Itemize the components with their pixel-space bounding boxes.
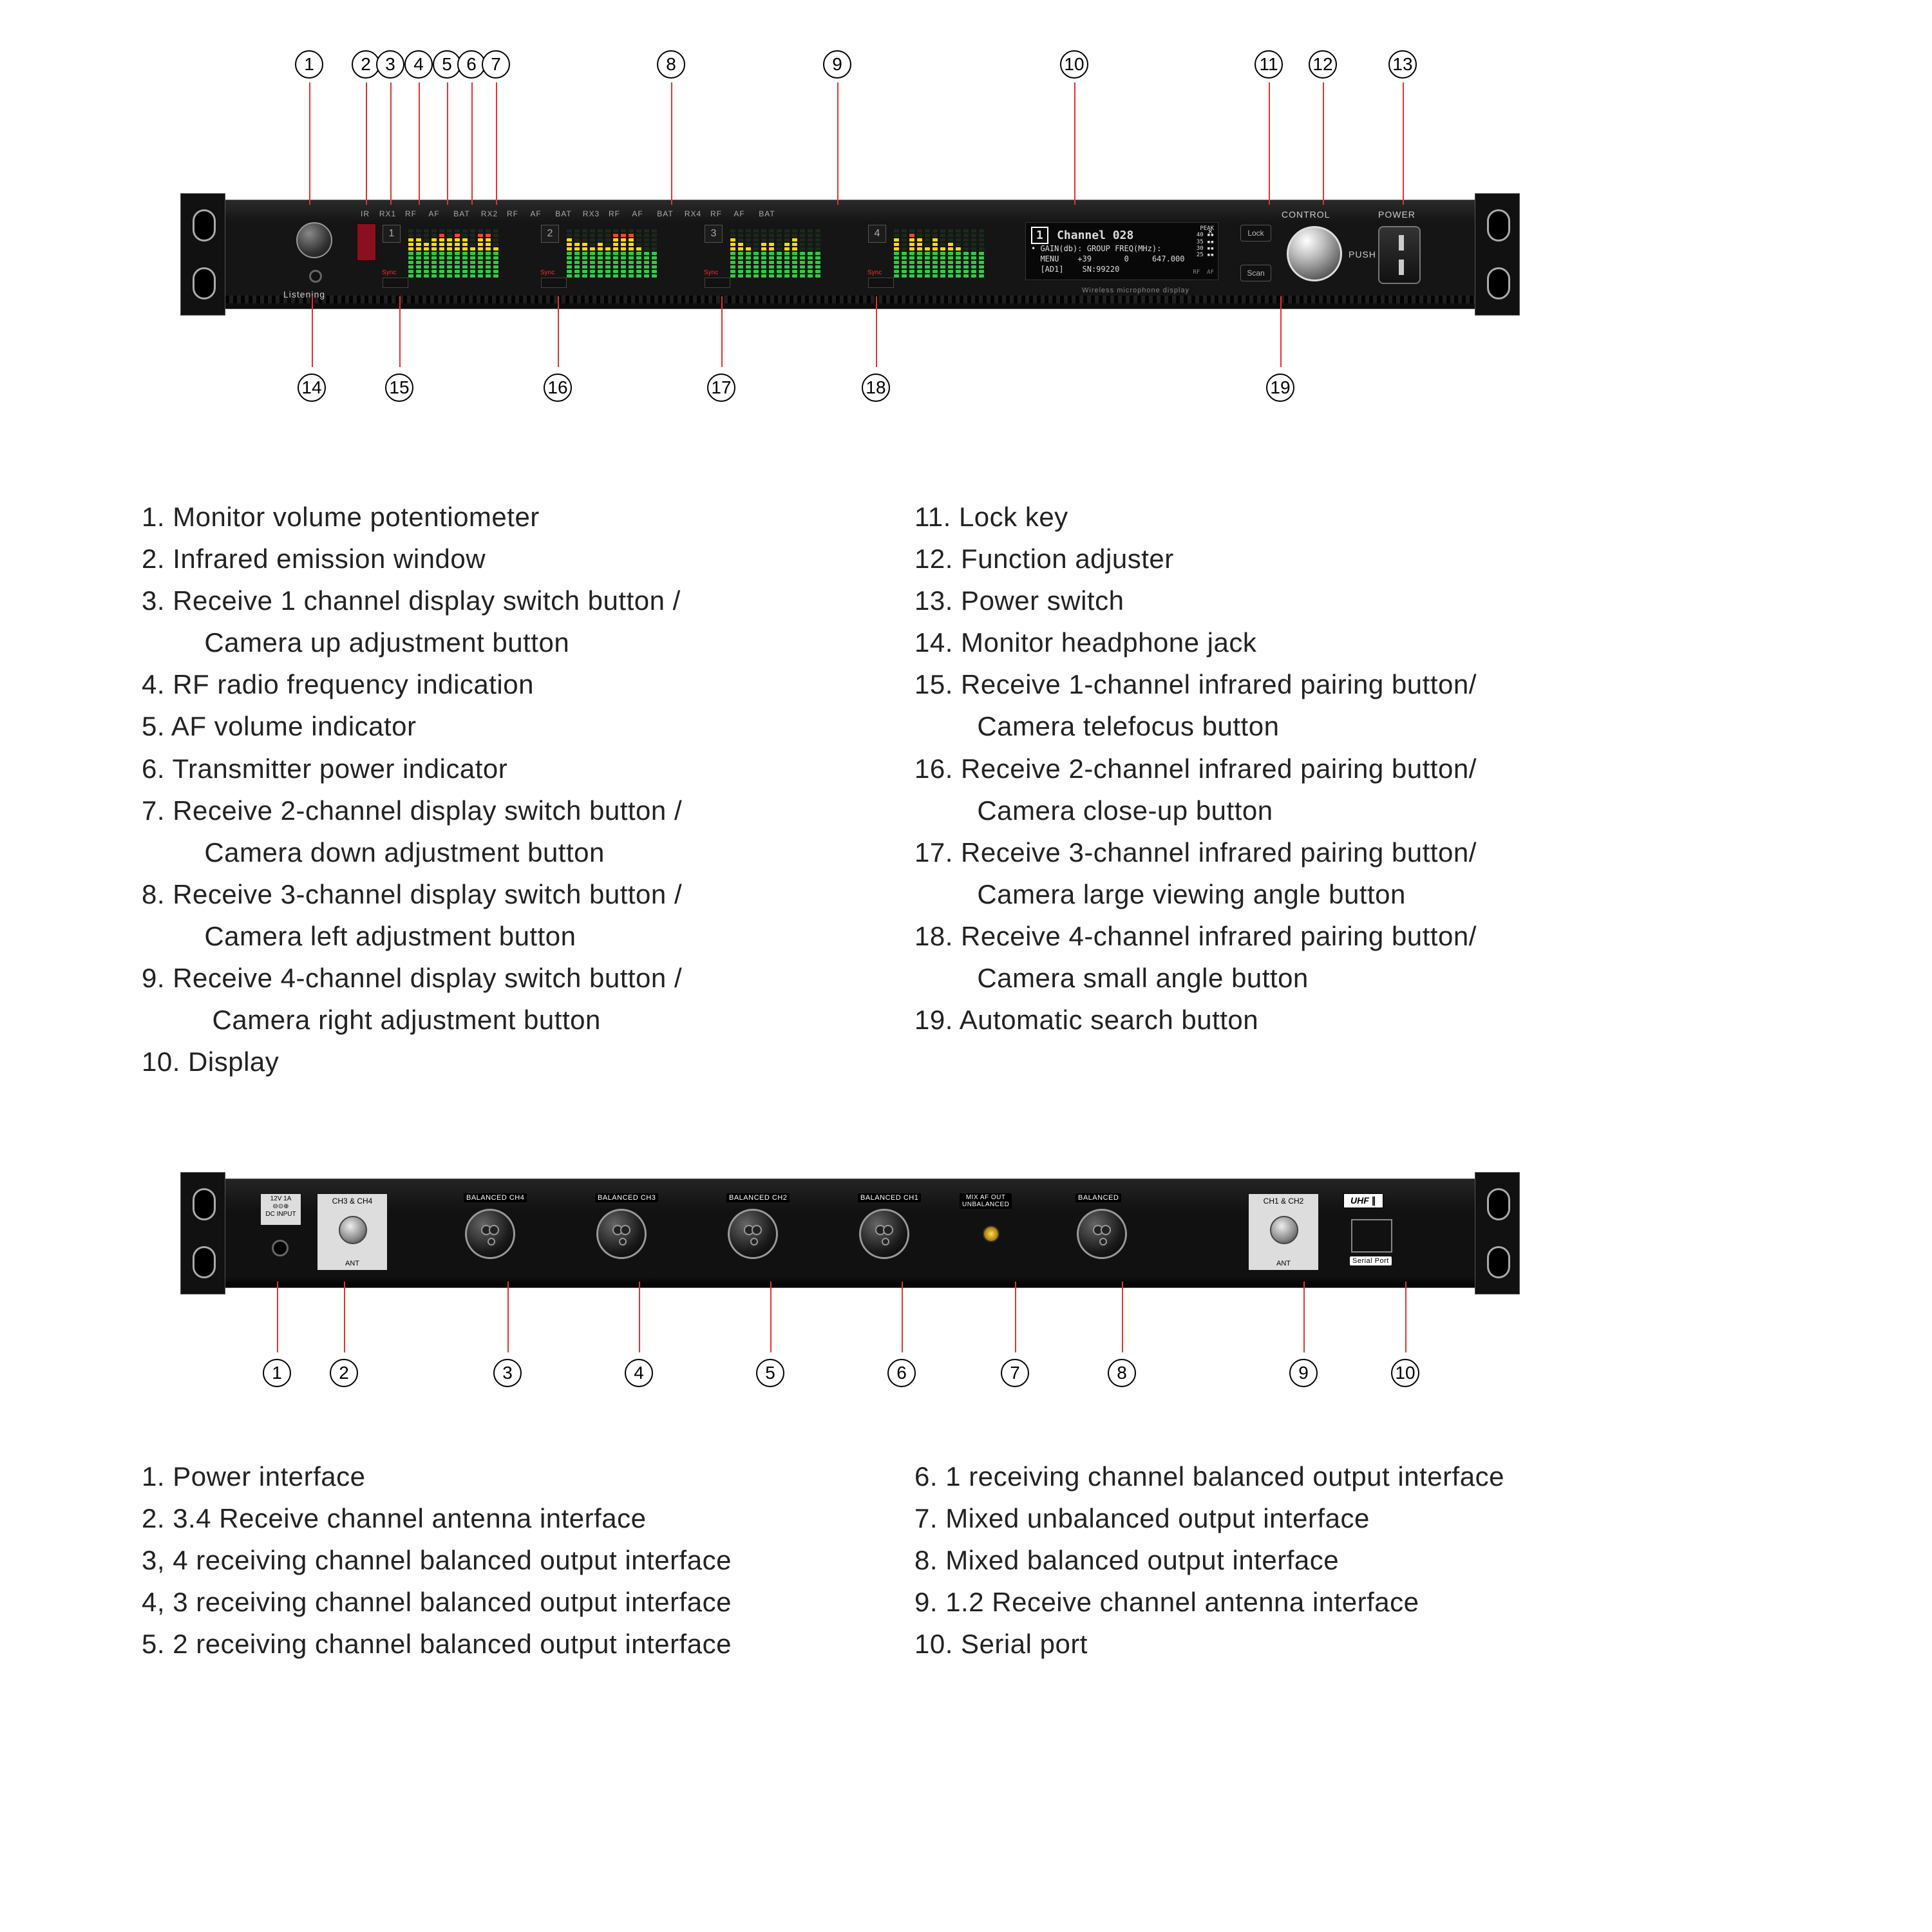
rear-callout-8: 8 (1108, 1358, 1136, 1387)
rx4-meters (894, 222, 984, 278)
rack-ear-right-rear (1475, 1172, 1520, 1294)
xlr-ch3[interactable] (596, 1209, 647, 1259)
bnc-ch12[interactable] (1270, 1216, 1298, 1244)
lock-button[interactable]: Lock (1240, 225, 1271, 242)
rx3-sync-button[interactable] (705, 278, 730, 288)
mix-trs[interactable] (983, 1226, 999, 1242)
push-label: PUSH (1349, 249, 1376, 260)
rear-chassis: 12V 1A ⊖⊙⊕ DC INPUT CH3 & CH4 ANT BALANC… (225, 1179, 1475, 1288)
front-callout-4: 4 (404, 49, 433, 79)
rear-callout-5: 5 (756, 1358, 784, 1387)
xlr-ch1[interactable] (859, 1209, 909, 1259)
mix-label: MIX AF OUT UNBALANCED (960, 1193, 1012, 1209)
rx2-meters (567, 222, 657, 278)
bnc-left-plate: CH3 & CH4 ANT (317, 1193, 388, 1271)
rx4-button[interactable]: 4 (868, 225, 886, 243)
rear-callout-10: 10 (1391, 1358, 1419, 1387)
rear-callout-3: 3 (493, 1358, 522, 1387)
serial-port[interactable] (1351, 1219, 1392, 1253)
rear-callout-2: 2 (330, 1358, 358, 1387)
front-legend-right: 11. Lock key12. Function adjuster13. Pow… (914, 496, 1726, 1041)
rack-ear-left (180, 193, 225, 316)
xlr4-label: BALANCED CH4 (464, 1193, 527, 1202)
front-callout-18: 18 (862, 372, 890, 402)
front-callout-9: 9 (823, 49, 851, 79)
control-label: CONTROL (1282, 209, 1330, 220)
front-callout-10: 10 (1060, 49, 1088, 79)
power-switch[interactable] (1378, 226, 1421, 284)
headphone-jack[interactable] (309, 270, 322, 283)
front-callout-15: 15 (385, 372, 413, 402)
xlr-mix[interactable] (1077, 1209, 1127, 1259)
xlr-ch4[interactable] (465, 1209, 515, 1259)
function-adjuster-knob[interactable] (1287, 226, 1342, 281)
rx1-meters (408, 222, 498, 278)
front-callout-19: 19 (1266, 372, 1294, 402)
rack-ear-right (1475, 193, 1520, 316)
ir-window (357, 223, 376, 261)
rx4-sync-button[interactable] (868, 278, 894, 288)
bnc-right-plate: CH1 & CH2 ANT (1248, 1193, 1319, 1271)
rear-callout-6: 6 (887, 1358, 916, 1387)
front-callout-16: 16 (544, 372, 572, 402)
front-unit: Listening IR RX1 RF AF BAT RX2 RF AF BAT… (180, 193, 1520, 316)
rear-callout-7: 7 (1001, 1358, 1029, 1387)
rear-callout-1: 1 (263, 1358, 291, 1387)
serial-label: Serial Port (1350, 1256, 1392, 1265)
rack-ear-left-rear (180, 1172, 225, 1294)
front-callout-11: 11 (1255, 49, 1283, 79)
bnc-ch34[interactable] (339, 1216, 367, 1244)
xlr1-label: BALANCED CH1 (858, 1193, 921, 1202)
front-callout-17: 17 (707, 372, 735, 402)
front-chassis: Listening IR RX1 RF AF BAT RX2 RF AF BAT… (225, 200, 1475, 309)
rear-callout-9: 9 (1289, 1358, 1318, 1387)
rear-callout-4: 4 (625, 1358, 653, 1387)
front-callout-12: 12 (1309, 49, 1337, 79)
display-channel-box: 1 (1031, 227, 1048, 244)
listening-label: Listening (283, 289, 325, 299)
monitor-volume-knob[interactable] (296, 222, 332, 258)
front-callout-3: 3 (376, 49, 404, 79)
power-label: POWER (1378, 209, 1416, 220)
scan-button[interactable]: Scan (1240, 265, 1271, 281)
dc-label-plate: 12V 1A ⊖⊙⊕ DC INPUT (260, 1193, 301, 1226)
front-callout-1: 1 (295, 49, 323, 79)
uhf-tag: UHF ∥ (1343, 1193, 1383, 1208)
front-callout-8: 8 (657, 49, 685, 79)
oled-display: 1 Channel 028 ✕ • GAIN(db): GROUP FREQ(M… (1025, 222, 1218, 280)
display-footer: Wireless microphone display (1082, 287, 1189, 294)
dc-input-jack[interactable] (272, 1240, 289, 1256)
xlr-mix-label: BALANCED (1075, 1193, 1121, 1202)
rx1-button[interactable]: 1 (383, 225, 401, 243)
rx2-button[interactable]: 2 (541, 225, 559, 243)
xlr-ch2[interactable] (728, 1209, 778, 1259)
meter-top-labels: IR RX1 RF AF BAT RX2 RF AF BAT RX3 RF AF… (354, 209, 783, 218)
rear-legend-right: 6. 1 receiving channel balanced output i… (914, 1455, 1726, 1665)
front-legend-left: 1. Monitor volume potentiometer2. Infrar… (142, 496, 889, 1083)
xlr2-label: BALANCED CH2 (726, 1193, 790, 1202)
rx3-meters (730, 222, 820, 278)
rx2-sync-button[interactable] (541, 278, 567, 288)
rx1-sync-button[interactable] (383, 278, 408, 288)
front-callout-7: 7 (482, 49, 510, 79)
rx3-button[interactable]: 3 (705, 225, 723, 243)
xlr3-label: BALANCED CH3 (595, 1193, 658, 1202)
front-callout-13: 13 (1388, 49, 1417, 79)
rear-unit: 12V 1A ⊖⊙⊕ DC INPUT CH3 & CH4 ANT BALANC… (180, 1172, 1520, 1294)
rear-legend-left: 1. Power interface2. 3.4 Receive channel… (142, 1455, 889, 1665)
display-channel-text: Channel 028 (1057, 229, 1133, 242)
front-callout-14: 14 (298, 372, 326, 402)
